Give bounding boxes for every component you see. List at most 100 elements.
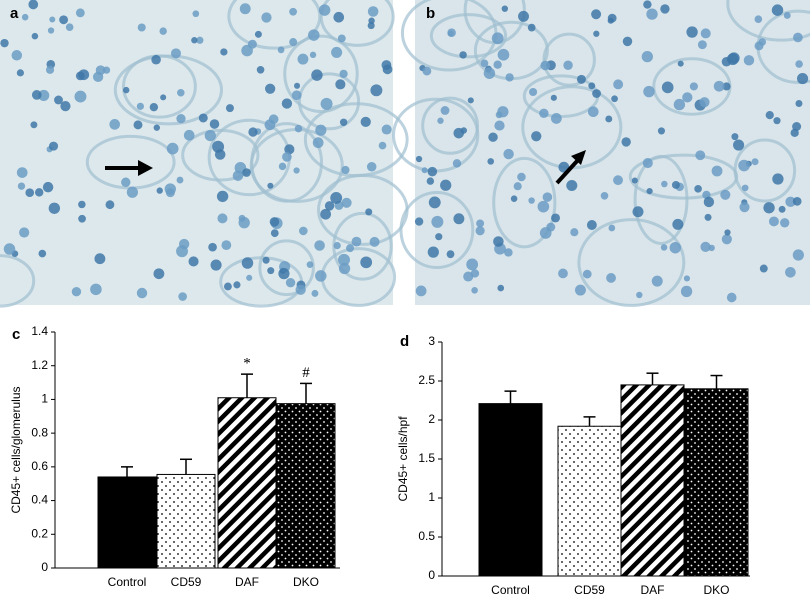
nucleus xyxy=(149,102,159,112)
y-tick-label: 1 xyxy=(428,490,435,504)
y-tick-label: 1.5 xyxy=(418,451,435,465)
nucleus xyxy=(282,152,292,162)
nucleus xyxy=(333,241,341,250)
nucleus xyxy=(232,170,244,181)
nucleus xyxy=(293,167,300,174)
nucleus xyxy=(42,181,54,193)
nucleus xyxy=(21,13,29,21)
nucleus xyxy=(122,86,130,94)
y-tick-label: 0.5 xyxy=(418,529,435,543)
x-tick-label: CD59 xyxy=(574,583,605,597)
nucleus xyxy=(278,268,290,280)
nucleus xyxy=(605,115,613,123)
nucleus xyxy=(661,180,668,188)
nucleus xyxy=(529,87,538,97)
nucleus xyxy=(176,245,188,258)
nucleus xyxy=(576,74,586,84)
nucleus xyxy=(660,4,670,14)
nucleus xyxy=(233,281,241,289)
tubule xyxy=(429,13,508,59)
nucleus xyxy=(471,287,478,294)
tubule xyxy=(577,218,686,307)
nucleus xyxy=(765,111,774,120)
nucleus xyxy=(673,98,686,111)
bar xyxy=(478,403,543,577)
nucleus xyxy=(306,261,314,268)
nucleus xyxy=(60,101,71,112)
nucleus xyxy=(646,8,658,20)
nucleus xyxy=(17,182,26,190)
nucleus xyxy=(494,120,505,131)
tubule xyxy=(283,34,359,114)
y-tick-label: 1.4 xyxy=(31,324,48,338)
nucleus xyxy=(136,102,144,110)
nucleus xyxy=(759,264,768,273)
y-tick-label: 3 xyxy=(428,334,435,348)
bar xyxy=(97,476,157,569)
nucleus xyxy=(622,36,633,47)
nucleus xyxy=(470,269,480,278)
nucleus xyxy=(600,191,609,200)
nucleus xyxy=(611,95,618,103)
nucleus xyxy=(369,236,380,247)
x-tick-label: DKO xyxy=(293,575,319,589)
nucleus xyxy=(563,60,573,70)
nucleus xyxy=(75,8,85,18)
nucleus xyxy=(267,267,275,275)
arrow xyxy=(555,158,580,185)
nucleus xyxy=(558,268,568,279)
nucleus xyxy=(239,3,251,15)
nucleus xyxy=(337,34,346,43)
nucleus xyxy=(493,60,502,69)
nucleus xyxy=(504,248,513,257)
nucleus xyxy=(278,162,287,171)
nucleus xyxy=(176,176,184,184)
x-tick-label: Control xyxy=(491,583,530,597)
nucleus xyxy=(54,95,63,105)
tubule xyxy=(726,0,810,42)
tubule xyxy=(258,239,315,297)
nucleus xyxy=(121,177,131,187)
nucleus xyxy=(607,17,614,24)
nucleus xyxy=(16,167,28,178)
nucleus xyxy=(90,283,102,296)
nucleus xyxy=(137,23,146,32)
nucleus xyxy=(166,142,179,155)
nucleus xyxy=(480,59,489,68)
tubule xyxy=(0,254,36,308)
nucleus xyxy=(75,71,85,81)
nucleus xyxy=(463,271,474,282)
nucleus xyxy=(731,133,739,141)
nucleus xyxy=(223,282,232,291)
nucleus xyxy=(700,241,711,252)
nucleus xyxy=(209,119,220,129)
nucleus xyxy=(28,0,39,10)
nucleus xyxy=(592,89,601,98)
nucleus xyxy=(606,272,616,283)
nucleus xyxy=(34,188,44,197)
nucleus xyxy=(333,11,345,23)
nucleus xyxy=(593,30,600,37)
nucleus xyxy=(421,167,428,174)
nucleus xyxy=(636,291,643,299)
micrograph xyxy=(391,0,810,307)
nucleus xyxy=(208,242,217,252)
nucleus xyxy=(527,23,536,32)
nucleus xyxy=(447,28,456,37)
nucleus xyxy=(335,79,346,90)
nucleus xyxy=(367,6,379,17)
nucleus xyxy=(613,175,623,186)
nucleus xyxy=(570,228,579,237)
nucleus xyxy=(285,277,296,288)
nucleus xyxy=(452,159,462,168)
nucleus xyxy=(460,127,468,134)
panel-label: b xyxy=(426,5,435,22)
tubule xyxy=(628,153,739,200)
y-tick-label: 0 xyxy=(41,560,48,574)
nucleus xyxy=(38,249,47,258)
nucleus xyxy=(671,181,680,189)
y-axis-label: CD45+ cells/glomerulus xyxy=(9,386,23,513)
nucleus xyxy=(621,137,631,147)
nucleus xyxy=(754,15,763,24)
